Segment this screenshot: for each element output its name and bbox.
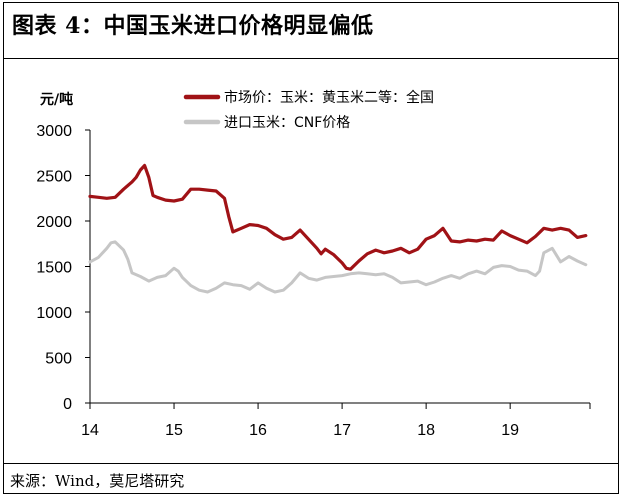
y-tick-label: 2000 (36, 214, 72, 231)
legend-label: 进口玉米：CNF价格 (224, 115, 350, 131)
series-line-domestic-price (88, 163, 588, 271)
figure-title: 图表 4：中国玉米进口价格明显偏低 (12, 13, 374, 39)
x-tick-label: 16 (249, 422, 267, 439)
source-divider (3, 463, 619, 464)
x-tick-label: 15 (165, 422, 183, 439)
y-axis-unit-label: 元/吨 (40, 91, 73, 108)
y-tick-label: 3000 (36, 123, 72, 140)
x-tick-label: 17 (333, 422, 351, 439)
y-tick-label: 2500 (36, 169, 72, 186)
x-tick-label: 18 (417, 422, 435, 439)
legend-label: 市场价：玉米：黄玉米二等：全国 (224, 89, 434, 106)
y-tick-label: 0 (63, 396, 72, 413)
series-line-import-cnf (88, 240, 588, 294)
y-axis: 0 500 1000 1500 2000 2500 3000 (36, 123, 91, 413)
source-note: 来源：Wind，莫尼塔研究 (10, 472, 185, 490)
y-tick-label: 500 (45, 351, 72, 368)
x-axis: 14 15 16 17 18 19 (81, 402, 591, 439)
y-tick-label: 1500 (36, 260, 72, 277)
title-divider (3, 58, 619, 59)
x-tick-label: 19 (501, 422, 519, 439)
y-tick-label: 1000 (36, 305, 72, 322)
series-layer (88, 163, 588, 294)
x-tick-label: 14 (81, 422, 99, 439)
